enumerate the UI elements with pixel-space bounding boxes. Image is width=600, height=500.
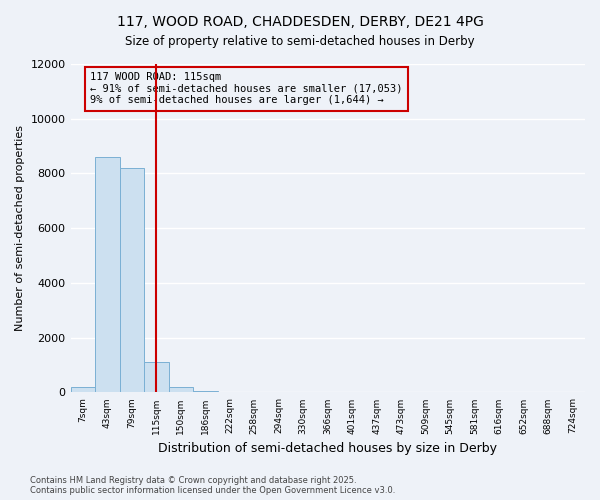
Bar (71, 387, 95, 392)
Text: Contains HM Land Registry data © Crown copyright and database right 2025.
Contai: Contains HM Land Registry data © Crown c… (30, 476, 395, 495)
Text: Size of property relative to semi-detached houses in Derby: Size of property relative to semi-detach… (125, 35, 475, 48)
Bar (169, 387, 193, 392)
Bar (119, 168, 144, 392)
Bar (95, 157, 119, 392)
X-axis label: Distribution of semi-detached houses by size in Derby: Distribution of semi-detached houses by … (158, 442, 497, 455)
Text: 117, WOOD ROAD, CHADDESDEN, DERBY, DE21 4PG: 117, WOOD ROAD, CHADDESDEN, DERBY, DE21 … (116, 15, 484, 29)
Bar (193, 391, 218, 392)
Bar (144, 362, 169, 392)
Y-axis label: Number of semi-detached properties: Number of semi-detached properties (15, 125, 25, 331)
Text: 117 WOOD ROAD: 115sqm
← 91% of semi-detached houses are smaller (17,053)
9% of s: 117 WOOD ROAD: 115sqm ← 91% of semi-deta… (90, 72, 403, 106)
